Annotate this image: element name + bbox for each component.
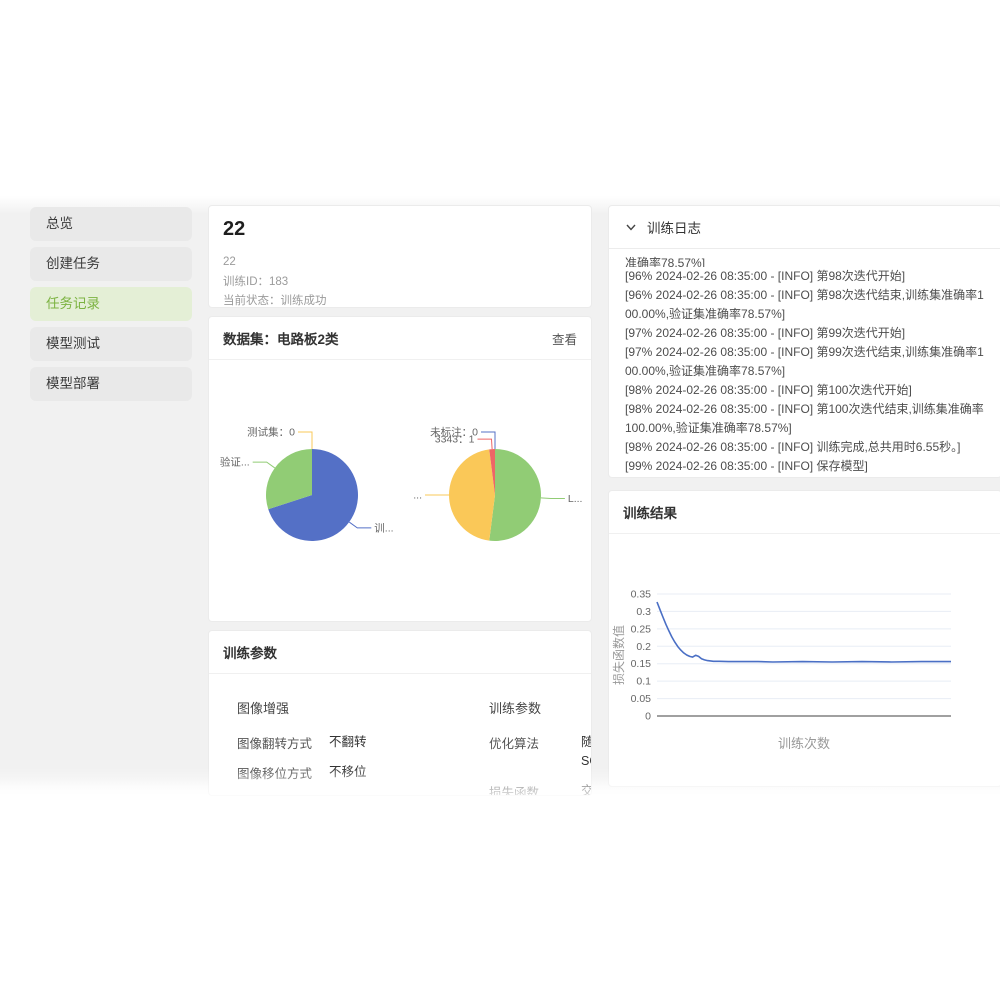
dataset-label-pie-chart: 未标注：0 L...... 3343：1 bbox=[413, 426, 583, 541]
y-tick-label: 0.25 bbox=[631, 623, 652, 635]
params-title: 训练参数 bbox=[223, 646, 277, 661]
log-line: [99% 2024-02-26 08:35:00 - [INFO] 保存模型] bbox=[625, 458, 868, 473]
pie-slice-label: 训... bbox=[374, 522, 393, 534]
log-title: 训练日志 bbox=[647, 221, 701, 236]
log-line: [96% 2024-02-26 08:35:00 - [INFO] 第98次迭代… bbox=[625, 287, 984, 321]
pie-slice-3343 bbox=[489, 449, 495, 495]
chevron-down-icon bbox=[626, 224, 636, 231]
y-tick-label: 0 bbox=[645, 711, 651, 723]
param-value: 不移位 bbox=[329, 765, 367, 779]
sidebar: 总览创建任务任务记录模型测试模型部署 bbox=[30, 207, 192, 407]
param-label: 优化算法 bbox=[489, 737, 540, 751]
sidebar-item-overview[interactable]: 总览 bbox=[30, 207, 192, 241]
train-id-label: 训练ID： bbox=[223, 275, 269, 288]
params-card-header: 训练参数 bbox=[209, 631, 591, 674]
y-axis-label: 损失函数值 bbox=[611, 625, 626, 685]
param-row: 图像移位方式 不移位 bbox=[237, 763, 433, 782]
pie-slice-训练集 bbox=[268, 449, 358, 541]
sidebar-item-create-task[interactable]: 创建任务 bbox=[30, 247, 192, 281]
log-body: 准确率78.57%] [96% 2024-02-26 08:35:00 - [IN… bbox=[609, 249, 1000, 477]
pie-label-leader bbox=[348, 521, 372, 529]
param-row: 图像翻转方式 不翻转 bbox=[237, 733, 433, 752]
pie-label-leader bbox=[298, 431, 313, 449]
pie-slice-label: 3343：1 bbox=[435, 434, 475, 446]
param-label: 损失函数 bbox=[489, 785, 540, 796]
result-title: 训练结果 bbox=[623, 506, 677, 521]
param-row: 图像裁剪方式不裁剪 bbox=[237, 793, 433, 795]
loss-series-line bbox=[656, 601, 951, 663]
pie-charts-row: 训... 验证... 测试集：0 未标注：0 L...... 3343：1 bbox=[209, 360, 591, 565]
x-axis-label: 训练次数 bbox=[778, 736, 830, 751]
dataset-split-pie-chart: 训... 验证... 测试集：0 bbox=[220, 426, 394, 541]
params-group-title: 图像增强 bbox=[237, 701, 290, 716]
log-line: [97% 2024-02-26 08:35:00 - [INFO] 第99次迭代… bbox=[625, 325, 906, 340]
training-log-card: 训练日志 准确率78.57%] [96% 2024-02-26 08:35:00 … bbox=[608, 205, 1000, 478]
param-value: 不裁剪 bbox=[329, 793, 433, 795]
view-dataset-link[interactable]: 查看 bbox=[551, 332, 577, 347]
loss-line-chart: 0 0.05 0.1 0.15 0.2 0.25 0.3 0.35 训练次数 损失函数值 bbox=[611, 589, 951, 751]
pie-label-leader bbox=[481, 431, 496, 449]
y-tick-label: 0.35 bbox=[631, 589, 652, 601]
status-label: 当前状态： bbox=[223, 295, 281, 308]
log-line: [98% 2024-02-26 08:35:00 - [INFO] 训练完成,总… bbox=[625, 439, 961, 454]
param-value: 不翻转 bbox=[329, 735, 367, 749]
pie-slice-L bbox=[489, 449, 541, 541]
dataset-card-header: 数据集：电路板2类 查看 bbox=[209, 317, 591, 360]
log-line: 准确率78.57%] bbox=[625, 256, 706, 267]
param-value: 交叉熵 bbox=[581, 782, 591, 796]
pie-slice-label: ... bbox=[413, 490, 422, 502]
pie-label-leader bbox=[252, 461, 276, 469]
status-row: 当前状态：训练成功 bbox=[223, 292, 577, 312]
log-line: [99% 2024-02-26 08:35:00 - [INFO] 模型保存成功… bbox=[625, 475, 985, 477]
training-result-card: 训练结果 0 0.05 0.1 0.15 0.2 0.25 0.3 0.35 训练次数 损失函数值 bbox=[608, 490, 1000, 787]
task-title: 22 bbox=[223, 218, 246, 240]
dataset-title: 数据集：电路板2类 bbox=[223, 332, 339, 347]
param-value: 随机梯度下降 SGD bbox=[581, 735, 591, 768]
param-label: 图像移位方式 bbox=[237, 767, 313, 781]
log-line: [97% 2024-02-26 08:35:00 - [INFO] 第99次迭代… bbox=[625, 344, 984, 378]
pie-slice-验证集 bbox=[266, 449, 312, 510]
pie-slice-label: 测试集：0 bbox=[247, 426, 295, 439]
params-group-title: 训练参数 bbox=[489, 701, 542, 716]
pie-slice-label: L... bbox=[568, 493, 583, 505]
task-name: 22 bbox=[223, 256, 236, 268]
task-summary-card: 22 22 训练ID：183 当前状态：训练成功 bbox=[208, 205, 592, 308]
y-tick-label: 0.2 bbox=[636, 641, 651, 653]
pie-label-leader bbox=[477, 438, 493, 450]
sidebar-item-model-test[interactable]: 模型测试 bbox=[30, 327, 192, 361]
param-label: 图像裁剪方式 bbox=[237, 793, 329, 795]
status-value: 训练成功 bbox=[280, 295, 327, 308]
y-tick-label: 0.05 bbox=[631, 693, 652, 705]
pie-slice-… bbox=[448, 449, 495, 541]
dataset-card: 数据集：电路板2类 查看 训... 验证... 测试集：0 未标注：0 L......… bbox=[208, 316, 592, 622]
result-card-header: 训练结果 bbox=[609, 491, 1000, 534]
log-collapse-header[interactable]: 训练日志 bbox=[609, 206, 1000, 249]
log-line: [98% 2024-02-26 08:35:00 - [INFO] 第100次迭… bbox=[625, 401, 984, 435]
train-id-row: 训练ID：183 bbox=[223, 273, 577, 293]
y-tick-label: 0.3 bbox=[636, 606, 651, 618]
pie-slice-label: 未标注：0 bbox=[430, 426, 478, 439]
sidebar-item-task-records[interactable]: 任务记录 bbox=[30, 287, 192, 321]
param-row: 优化算法 随机梯度下降 SGD bbox=[489, 733, 591, 771]
param-row: 损失函数 交叉熵 bbox=[489, 782, 591, 796]
log-line: [98% 2024-02-26 08:35:00 - [INFO] 第100次迭… bbox=[625, 382, 912, 397]
log-line: [96% 2024-02-26 08:35:00 - [INFO] 第98次迭代… bbox=[625, 269, 906, 283]
y-tick-label: 0.15 bbox=[631, 658, 652, 670]
pie-label-leader bbox=[540, 497, 565, 500]
sidebar-item-model-deploy[interactable]: 模型部署 bbox=[30, 367, 192, 401]
train-id-value: 183 bbox=[269, 275, 289, 288]
y-tick-label: 0.1 bbox=[636, 676, 651, 688]
param-label: 图像翻转方式 bbox=[237, 737, 313, 751]
pie-slice-label: 验证... bbox=[220, 456, 250, 469]
